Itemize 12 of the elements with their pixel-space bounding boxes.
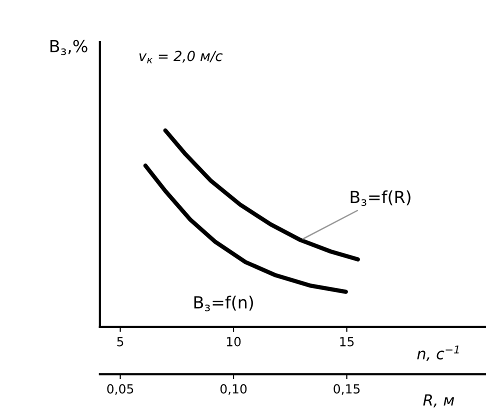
x-tick-label: 10 [226,336,241,346]
text: B$_{з}$=f(R) [350,190,410,206]
series-label: B$_{з}$=f(n) [194,296,253,312]
y-axis-title: B$_{з}$,% [50,40,88,56]
text: v$_{к}$ = 2,0 м/с [139,50,223,64]
x-tick-label: 5 [117,337,124,346]
x-axis-title: n, с$^{−1}$ [417,346,459,361]
x2-axis-title: R, м [423,394,454,408]
x2-tick-label: 0,15 [334,384,360,395]
x2-tick-label: 0,05 [107,384,134,395]
x2-tick-label: 0,10 [220,384,247,395]
x-tick-label: 15 [340,337,354,346]
